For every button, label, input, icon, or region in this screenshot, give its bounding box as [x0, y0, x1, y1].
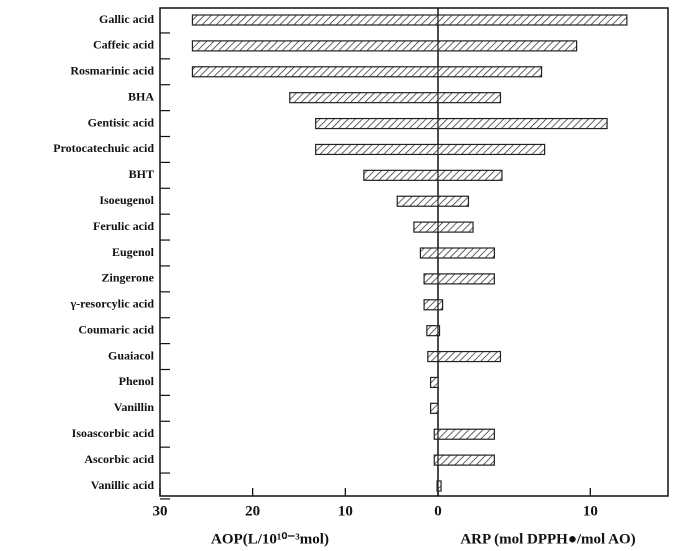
category-label: Zingerone [102, 271, 155, 285]
bar [429, 402, 439, 414]
category-label: Isoascorbic acid [72, 426, 155, 440]
category-label: Isoeugenol [99, 193, 154, 207]
bar [437, 221, 474, 233]
category-label: γ-resorcylic acid [70, 297, 155, 311]
bar [437, 480, 442, 492]
category-label: Rosmarinic acid [70, 64, 154, 78]
bar [437, 454, 495, 466]
bar [437, 350, 502, 363]
category-label: Coumaric acid [78, 322, 154, 336]
x-tick-label: 30 [153, 503, 168, 519]
bar [437, 169, 503, 181]
bar [191, 66, 439, 78]
x2-axis-title: ARP (mol DPPH●/mol AO) [460, 531, 635, 547]
category-label: Eugenol [112, 245, 155, 259]
bar [413, 221, 439, 233]
bar [437, 66, 543, 78]
x-tick-label: 20 [245, 503, 260, 519]
x2-tick-label: 10 [583, 503, 598, 519]
bar [423, 299, 439, 311]
bar [437, 143, 546, 156]
category-label: Caffeic acid [93, 38, 154, 52]
category-label: Vanillin [114, 400, 155, 414]
bar [437, 428, 495, 440]
bar [315, 117, 439, 130]
bar [191, 40, 439, 52]
category-label: Guaiacol [108, 348, 155, 362]
bar [437, 247, 495, 259]
bar [427, 350, 439, 363]
bar [437, 14, 628, 26]
bar [315, 143, 439, 156]
category-label: Ferulic acid [93, 219, 154, 233]
bar [396, 195, 439, 207]
bar [437, 92, 502, 104]
bar [437, 273, 495, 285]
bar [437, 117, 608, 130]
category-label: BHT [129, 167, 154, 181]
x-tick-label: 10 [338, 503, 353, 519]
category-label: Protocatechuic acid [53, 141, 154, 155]
bar [437, 325, 441, 337]
category-label: Gentisic acid [88, 115, 155, 129]
x-tick-label: 0 [434, 503, 442, 519]
bar [437, 195, 470, 207]
category-label: Ascorbic acid [84, 452, 154, 466]
bar [437, 40, 578, 52]
category-label: Gallic acid [99, 12, 154, 26]
category-label: Vanillic acid [91, 478, 155, 492]
category-label: BHA [128, 89, 154, 103]
bar [363, 169, 439, 181]
bar [191, 14, 439, 26]
x-axis-title: AOP(L/10¹⁰⁻³mol) [211, 531, 329, 547]
bar [437, 299, 444, 311]
plot-frame [159, 7, 669, 497]
bar [426, 325, 439, 337]
category-label: Phenol [119, 374, 155, 388]
bar [423, 273, 439, 285]
bar [289, 92, 439, 104]
bar [429, 376, 439, 389]
bar [419, 247, 439, 259]
